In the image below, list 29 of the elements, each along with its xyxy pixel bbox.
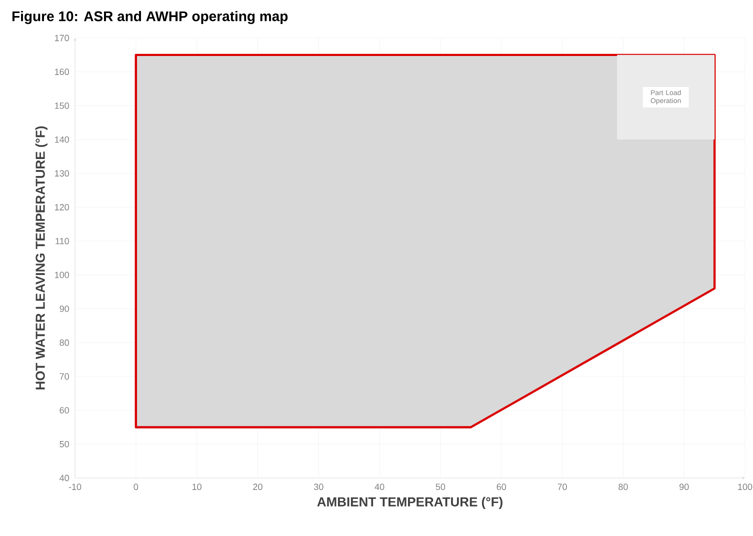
x-tick-label: 50 (436, 484, 446, 490)
x-tick-label: 0 (134, 484, 138, 490)
y-tick-label: 130 (55, 170, 69, 177)
x-tick-label: 100 (738, 484, 752, 490)
x-tick-label: -10 (68, 484, 82, 490)
y-tick-label: 80 (60, 339, 69, 346)
y-tick-label: 140 (55, 136, 69, 143)
x-tick-label: 40 (374, 484, 384, 490)
y-tick-label: 120 (55, 204, 69, 210)
y-tick-label: 50 (60, 440, 69, 448)
y-tick-label: 100 (55, 272, 69, 278)
x-tick-label: 90 (680, 484, 689, 490)
x-tick-label: 10 (192, 484, 202, 490)
y-tick-label: 160 (55, 68, 69, 76)
x-tick-label: 70 (558, 484, 567, 490)
x-tick-label: 60 (496, 484, 506, 490)
y-tick-label: 110 (56, 238, 69, 244)
y-tick-label: 70 (60, 373, 69, 380)
y-axis-title: HOT WATER LEAVING TEMPERATURE (°F) (35, 126, 48, 390)
y-tick-label: 60 (60, 407, 69, 414)
x-tick-label: 80 (618, 484, 628, 490)
x-tick-label: 30 (314, 484, 324, 490)
y-tick-label: 150 (55, 102, 69, 109)
x-tick-label: 20 (253, 484, 262, 490)
chart-title: Figure 10: ASR and AWHP operating map (12, 10, 288, 24)
y-tick-label: 40 (60, 474, 69, 482)
y-tick-label: 90 (60, 306, 69, 312)
y-tick-label: 170 (55, 34, 69, 42)
x-axis-title: AMBIENT TEMPERATURE (°F) (317, 496, 502, 510)
